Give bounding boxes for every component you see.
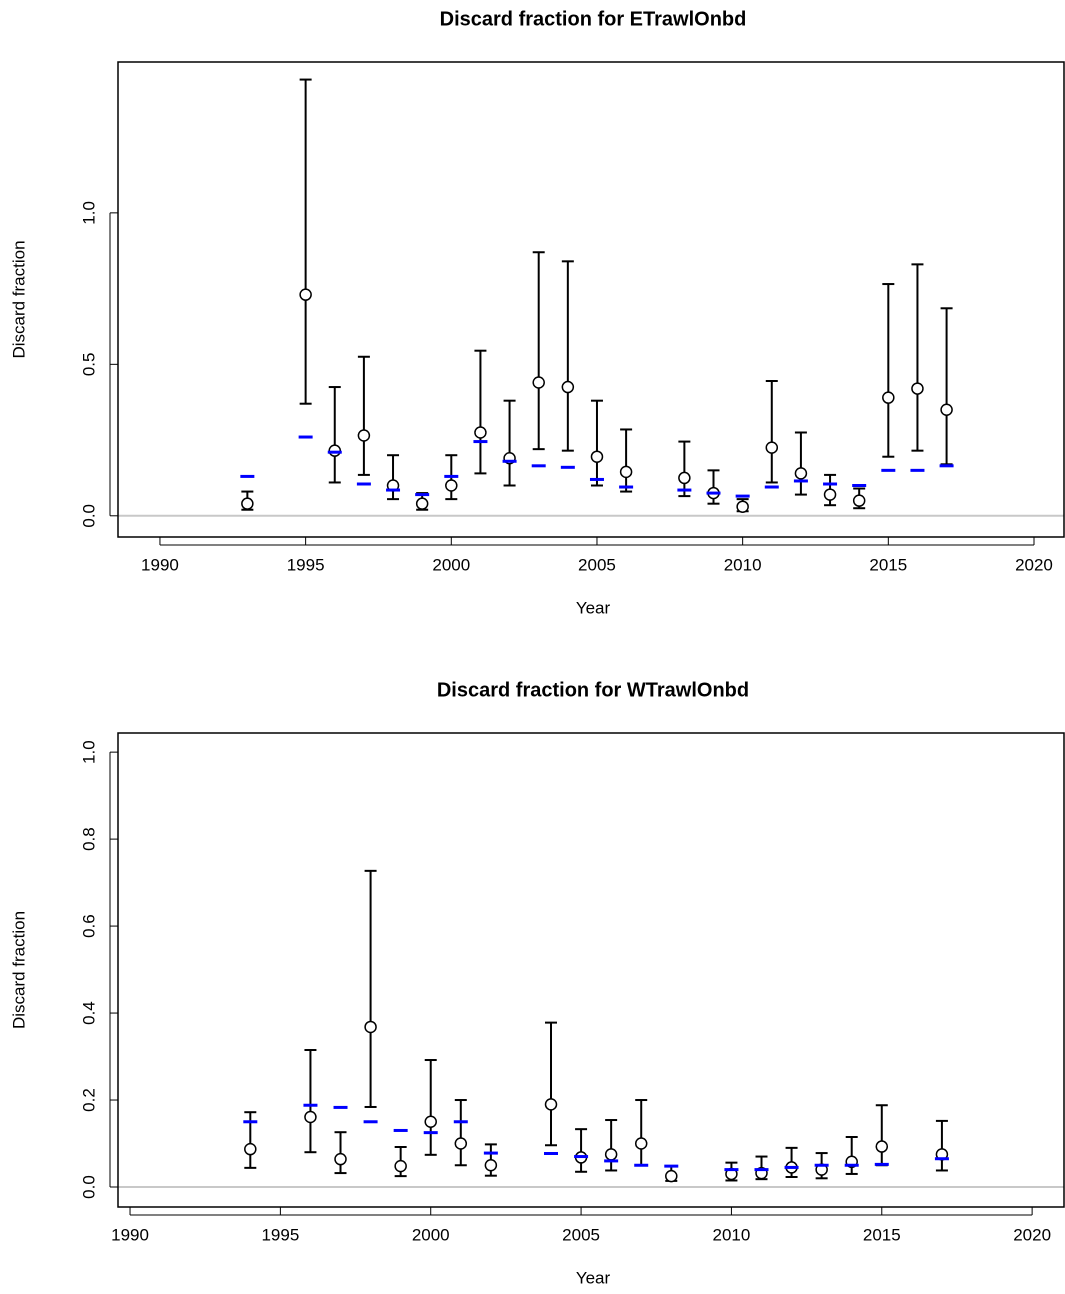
observed-point xyxy=(445,479,458,492)
plot-frame xyxy=(117,61,1065,538)
observed-point xyxy=(304,1110,317,1124)
x-tick-label: 2015 xyxy=(863,1225,901,1244)
observed-point xyxy=(244,1142,257,1156)
observed-point xyxy=(364,1020,377,1034)
x-tick-label: 1990 xyxy=(141,555,179,574)
x-tick-label: 1995 xyxy=(261,1225,299,1244)
y-tick-label: 0.2 xyxy=(79,1088,98,1112)
y-tick-label: 0.5 xyxy=(79,353,98,377)
observed-point xyxy=(678,471,691,485)
observed-point xyxy=(736,500,749,513)
observed-point xyxy=(357,429,371,442)
observed-point xyxy=(334,1152,347,1166)
y-tick-label: 1.0 xyxy=(79,201,98,225)
x-tick-label: 2010 xyxy=(713,1225,751,1244)
y-tick-label: 0.0 xyxy=(79,1175,98,1199)
observed-point xyxy=(532,376,545,389)
y-axis-label: Discard fraction xyxy=(9,240,28,358)
y-tick-label: 1.0 xyxy=(79,740,98,764)
observed-point xyxy=(852,494,866,507)
x-tick-label: 2005 xyxy=(578,555,616,574)
y-tick-label: 0.6 xyxy=(79,914,98,938)
x-tick-label: 1990 xyxy=(111,1225,149,1244)
x-tick-label: 2000 xyxy=(412,1225,450,1244)
x-tick-label: 2015 xyxy=(869,555,907,574)
observed-point xyxy=(619,465,633,479)
y-axis-label: Discard fraction xyxy=(9,911,28,1029)
x-axis-label: Year xyxy=(576,598,611,617)
x-tick-label: 2005 xyxy=(562,1225,600,1244)
observed-point xyxy=(590,450,604,463)
observed-point xyxy=(875,1140,889,1153)
observed-point xyxy=(544,1098,558,1111)
chart-title: Discard fraction for ETrawlOnbd xyxy=(440,8,747,30)
observed-point xyxy=(484,1159,498,1172)
x-tick-label: 2020 xyxy=(1013,1225,1051,1244)
x-tick-label: 2010 xyxy=(724,555,762,574)
observed-point xyxy=(911,382,924,395)
observed-point xyxy=(940,403,953,417)
observed-point xyxy=(634,1137,648,1150)
y-tick-label: 0.8 xyxy=(79,827,98,851)
observed-point xyxy=(765,441,779,454)
chart-title: Discard fraction for WTrawlOnbd xyxy=(437,679,749,701)
observed-point xyxy=(241,497,254,510)
x-axis-label: Year xyxy=(576,1268,611,1287)
observed-point xyxy=(665,1169,678,1183)
x-tick-label: 2020 xyxy=(1015,555,1053,574)
observed-point xyxy=(823,488,837,501)
y-tick-label: 0.0 xyxy=(79,504,98,528)
observed-point xyxy=(424,1115,437,1129)
observed-point xyxy=(415,497,429,510)
y-tick-label: 0.4 xyxy=(79,1001,98,1025)
observed-point xyxy=(474,426,487,439)
observed-point xyxy=(394,1159,407,1173)
observed-point xyxy=(328,444,342,457)
observed-point xyxy=(604,1148,618,1161)
x-tick-label: 2000 xyxy=(432,555,470,574)
observed-point xyxy=(299,288,312,301)
x-tick-label: 1995 xyxy=(287,555,325,574)
plot-frame xyxy=(117,732,1065,1208)
observed-point xyxy=(882,391,895,404)
observed-point xyxy=(561,380,575,394)
observed-point xyxy=(454,1137,468,1150)
observed-point xyxy=(794,467,808,480)
